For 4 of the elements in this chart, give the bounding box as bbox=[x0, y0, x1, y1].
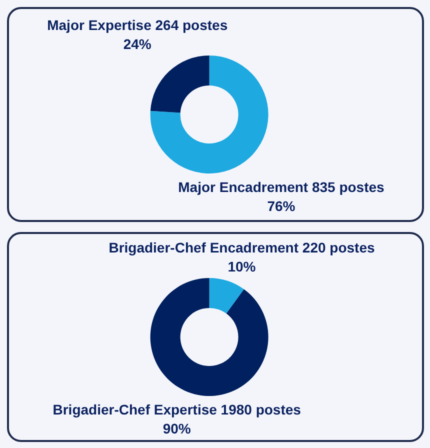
slice-label: Major Encadrement 835 postes 76% bbox=[178, 179, 385, 214]
slice-label: Brigadier-Chef Encadrement 220 postes 10% bbox=[108, 240, 375, 274]
slice-label: Brigadier-Chef Expertise 1980 postes 90% bbox=[52, 402, 302, 436]
slice-label: Major Expertise 264 postes 24% bbox=[47, 17, 228, 52]
